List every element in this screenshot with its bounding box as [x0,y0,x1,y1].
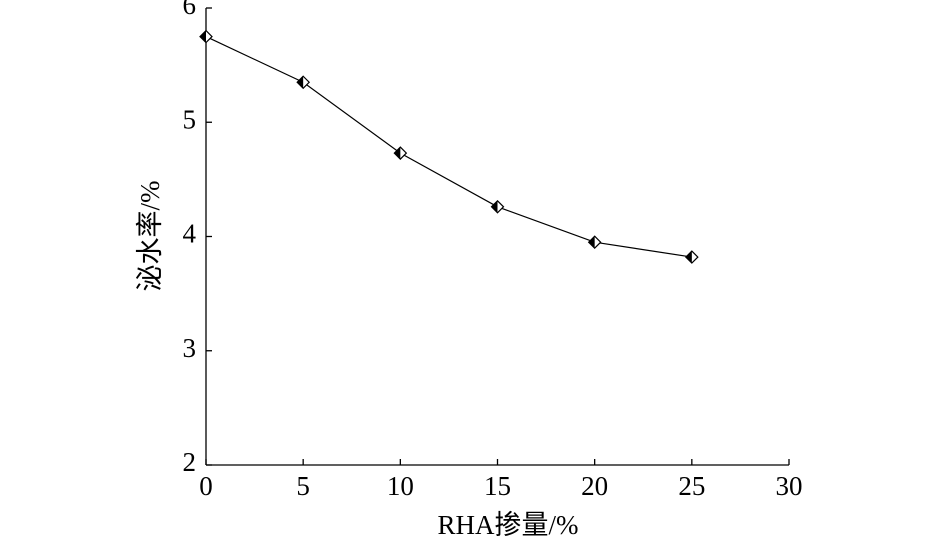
marker-fill [200,30,206,43]
y-tick-label: 3 [183,333,197,363]
x-tick-label: 5 [296,471,310,501]
x-tick-label: 30 [776,471,803,501]
marker-fill [685,251,692,264]
marker-fill [394,147,401,160]
x-axis-label: RHA掺量/% [438,510,579,540]
marker [684,250,699,264]
x-tick-label: 10 [387,471,414,501]
marker [199,29,213,44]
y-tick-label: 4 [183,219,197,249]
marker-fill [297,76,304,89]
marker [587,235,602,250]
y-tick-label: 5 [183,104,197,134]
marker [490,199,505,214]
y-axis-label: 泌水率/% [135,181,165,292]
x-tick-label: 20 [581,471,608,501]
marker [393,146,408,160]
marker-fill [491,200,498,213]
x-tick-label: 25 [678,471,705,501]
marker [296,75,311,90]
y-tick-label: 2 [183,447,197,477]
y-tick-label: 6 [183,0,197,20]
marker-fill [588,236,595,249]
line [205,36,692,258]
x-tick-label: 0 [199,471,213,501]
x-tick-label: 15 [484,471,511,501]
